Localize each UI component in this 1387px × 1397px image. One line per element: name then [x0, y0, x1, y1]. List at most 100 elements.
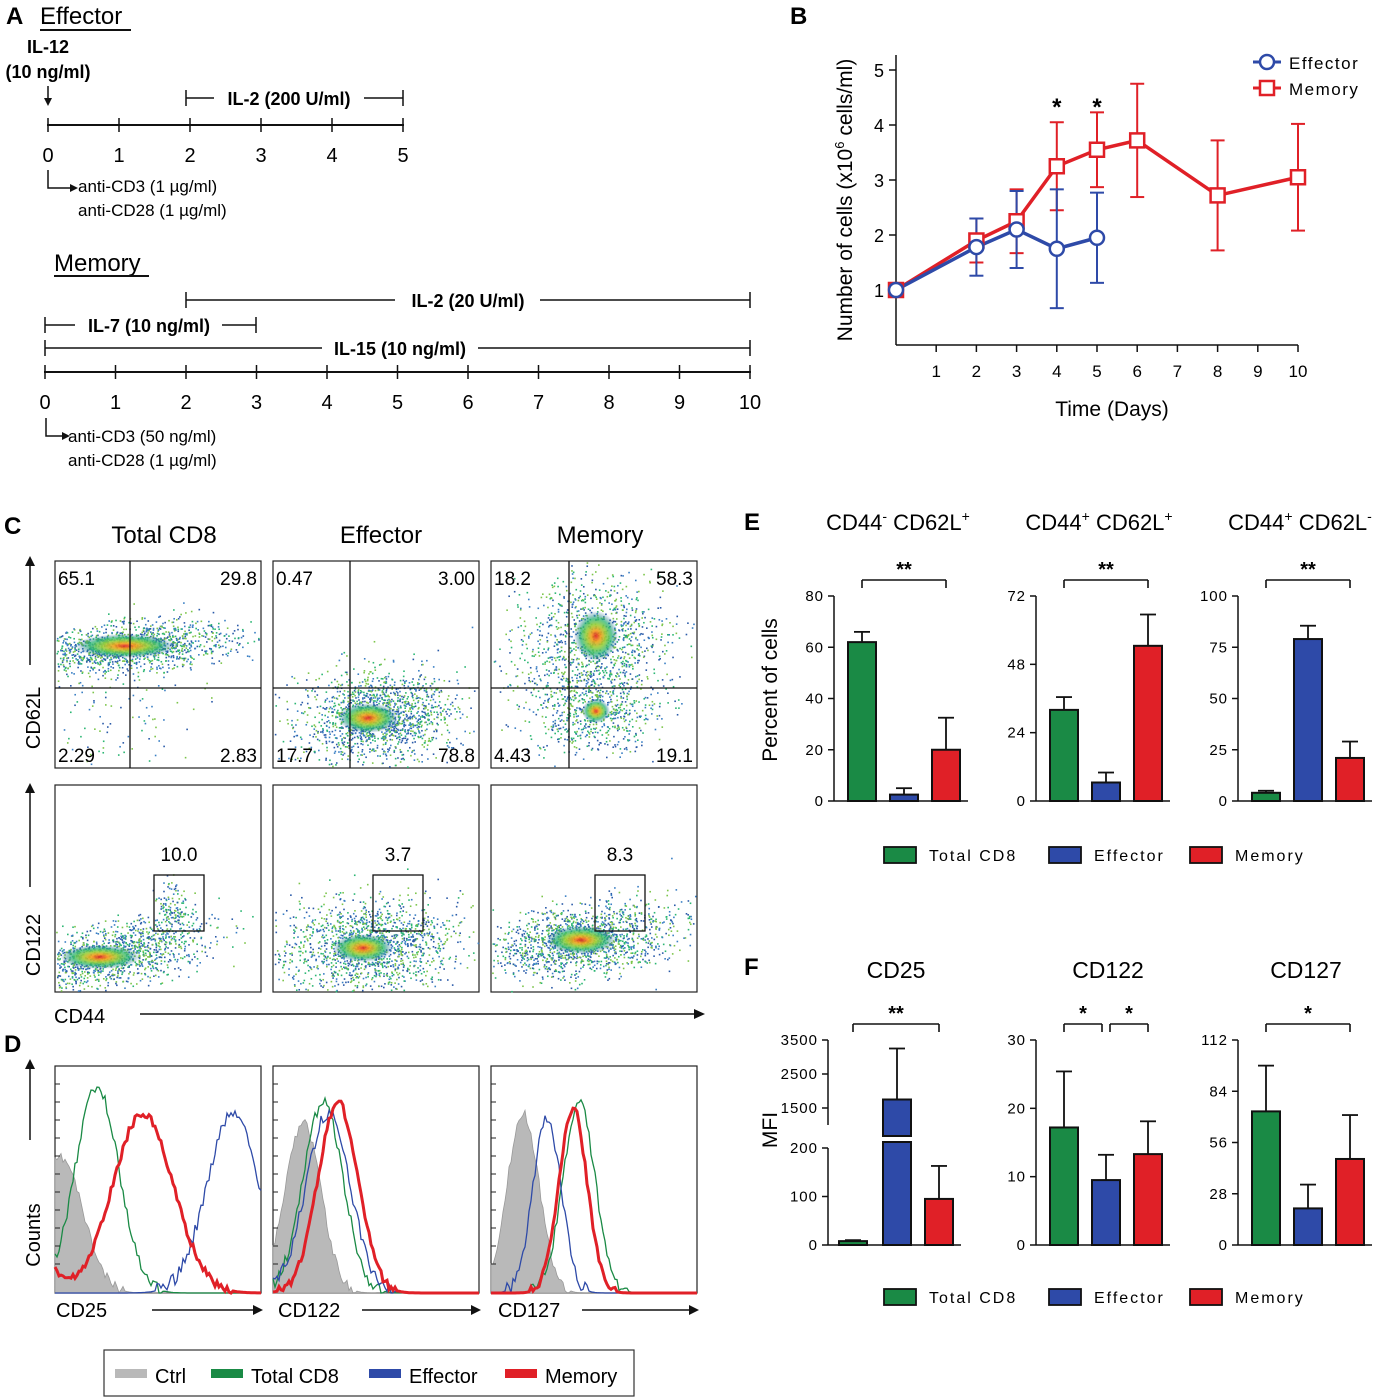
bar-y-tick-label: 3500 [781, 1032, 818, 1049]
significance-label: * [1079, 1003, 1087, 1025]
il12-conc-label: (10 ng/ml) [5, 62, 90, 82]
memory-tick-label: 6 [462, 392, 473, 414]
bar-y-tick-label: 200 [790, 1140, 818, 1157]
b-x-tick-label: 5 [1092, 362, 1101, 381]
effector-tick-label: 3 [255, 145, 266, 167]
legend-effector-marker [1258, 53, 1276, 71]
bar-total-cd8 [1251, 791, 1281, 802]
quadrant-lr: 19.1 [656, 746, 693, 767]
bar-y-tick-label: 112 [1201, 1032, 1228, 1049]
bar-total-cd8 [1049, 708, 1079, 803]
significance-label: * [1304, 1003, 1312, 1025]
memory-tick-label: 9 [674, 392, 685, 414]
memory-il7-label: IL-7 (10 ng/ml) [88, 316, 210, 336]
panel-c: C Total CD8 Effector Memory 65.1 29.8 2.29… [4, 513, 705, 1028]
bar-y-tick-label: 25 [1209, 742, 1228, 759]
d-x-arrow-icon [253, 1305, 263, 1315]
memory-tick-label: 0 [39, 392, 50, 414]
bar-y-tick-label: 50 [1209, 691, 1228, 708]
bar-y-tick-label: 40 [805, 691, 824, 708]
bar-y-tick-label: 1500 [781, 1100, 818, 1117]
panel-a: A Effector IL-12 (10 ng/ml) IL-2 (200 U/… [5, 3, 761, 470]
hist-memory [53, 1112, 261, 1295]
flow-plot-cd122 [490, 784, 698, 993]
panel-b: B 1 2 3 4 5 1 2 3 4 5 6 7 8 9 10 Number of cells (x10… [790, 3, 1359, 421]
b-x-tick-label: 10 [1289, 362, 1308, 381]
c-col-total: Total CD8 [111, 522, 216, 549]
hist-memory [491, 1106, 697, 1295]
f-subchart-title: CD127 [1270, 957, 1342, 983]
gate-box [153, 874, 205, 932]
bar-legend-swatch [883, 846, 917, 864]
bar-y-tick-label: 75 [1209, 639, 1228, 656]
bar-effector [1293, 1207, 1323, 1246]
effector-tick-label: 1 [113, 145, 124, 167]
gate-value: 10.0 [161, 845, 198, 866]
data-point-effector [1048, 240, 1066, 257]
series-line-effector [895, 227, 1098, 292]
panel-letter-e: E [744, 509, 760, 536]
d-legend-swatch [369, 1369, 401, 1378]
c-col-effector: Effector [340, 522, 422, 549]
bar-y-tick-label: 0 [1219, 1237, 1228, 1254]
bar-y-tick-label: 72 [1007, 588, 1026, 605]
data-point-memory [1209, 187, 1226, 204]
legend-memory-marker [1258, 79, 1276, 97]
bar-total-cd8 [1251, 1110, 1281, 1246]
significance-label: ** [888, 1003, 904, 1025]
effector-il2-label: IL-2 (200 U/ml) [227, 89, 350, 109]
d-x-arrow-icon [689, 1305, 699, 1315]
data-point-memory [1048, 158, 1066, 175]
quadrant-lr: 78.8 [438, 746, 475, 767]
bar-total-cd8 [847, 641, 877, 802]
panel-f: F MFI CD250100200150025003500**CD1220102… [744, 954, 1372, 1307]
memory-stim-arrow-icon [62, 432, 70, 440]
quadrant-ur: 3.00 [438, 569, 475, 590]
bar-legend-label: Total CD8 [929, 848, 1017, 865]
b-y-tick-label: 5 [874, 61, 884, 81]
e-subchart-title: CD44+ CD62L- [1228, 508, 1372, 535]
significance-star: * [1052, 94, 1062, 121]
b-x-tick-label: 9 [1253, 362, 1262, 381]
d-y-label: Counts [23, 1203, 45, 1266]
b-x-tick-label: 7 [1173, 362, 1182, 381]
memory-stim-cd3: anti-CD3 (50 ng/ml) [68, 427, 216, 446]
effector-title: Effector [40, 3, 122, 30]
e-subchart-title: CD44- CD62L+ [826, 508, 970, 535]
hist-memory [272, 1099, 479, 1295]
bar-y-tick-label: 0 [815, 793, 824, 810]
bar-memory [1133, 644, 1163, 803]
bar-y-tick-label: 0 [1017, 1237, 1026, 1254]
bar-total-cd8 [1049, 1126, 1079, 1247]
bar-memory [1335, 756, 1365, 803]
bar-y-tick-label: 0 [809, 1237, 818, 1254]
effector-tick-label: 5 [397, 145, 408, 167]
b-y-label: Number of cells (x106 cells/ml) [832, 59, 857, 342]
bar-y-tick-label: 24 [1007, 725, 1026, 742]
flow-plot-cd62l [54, 560, 262, 769]
bar-y-tick-label: 0 [1017, 793, 1026, 810]
quadrant-ur: 29.8 [220, 569, 257, 590]
quadrant-ul: 18.2 [494, 569, 531, 590]
b-legend-memory: Memory [1289, 80, 1359, 99]
b-legend-effector: Effector [1289, 54, 1359, 73]
bar-effector [1293, 638, 1323, 802]
gate-box [594, 874, 646, 932]
bar-legend-label: Memory [1235, 1290, 1305, 1307]
e-y-label: Percent of cells [759, 618, 782, 762]
bar-y-tick-label: 20 [805, 742, 824, 759]
data-point-effector [887, 281, 905, 299]
f-subchart-title: CD25 [867, 957, 926, 983]
bar-legend-swatch [883, 1288, 917, 1306]
b-y-tick-label: 4 [874, 116, 884, 136]
data-point-effector [1088, 229, 1106, 246]
gate-value: 8.3 [607, 845, 633, 866]
hist-effector [55, 1109, 262, 1294]
bar-memory [1133, 1153, 1163, 1247]
memory-title: Memory [54, 250, 141, 277]
flow-plot-cd62l [272, 560, 480, 769]
b-y-tick-label: 2 [874, 226, 884, 246]
quadrant-ur: 58.3 [656, 569, 693, 590]
bar-y-tick-label: 10 [1007, 1169, 1026, 1186]
